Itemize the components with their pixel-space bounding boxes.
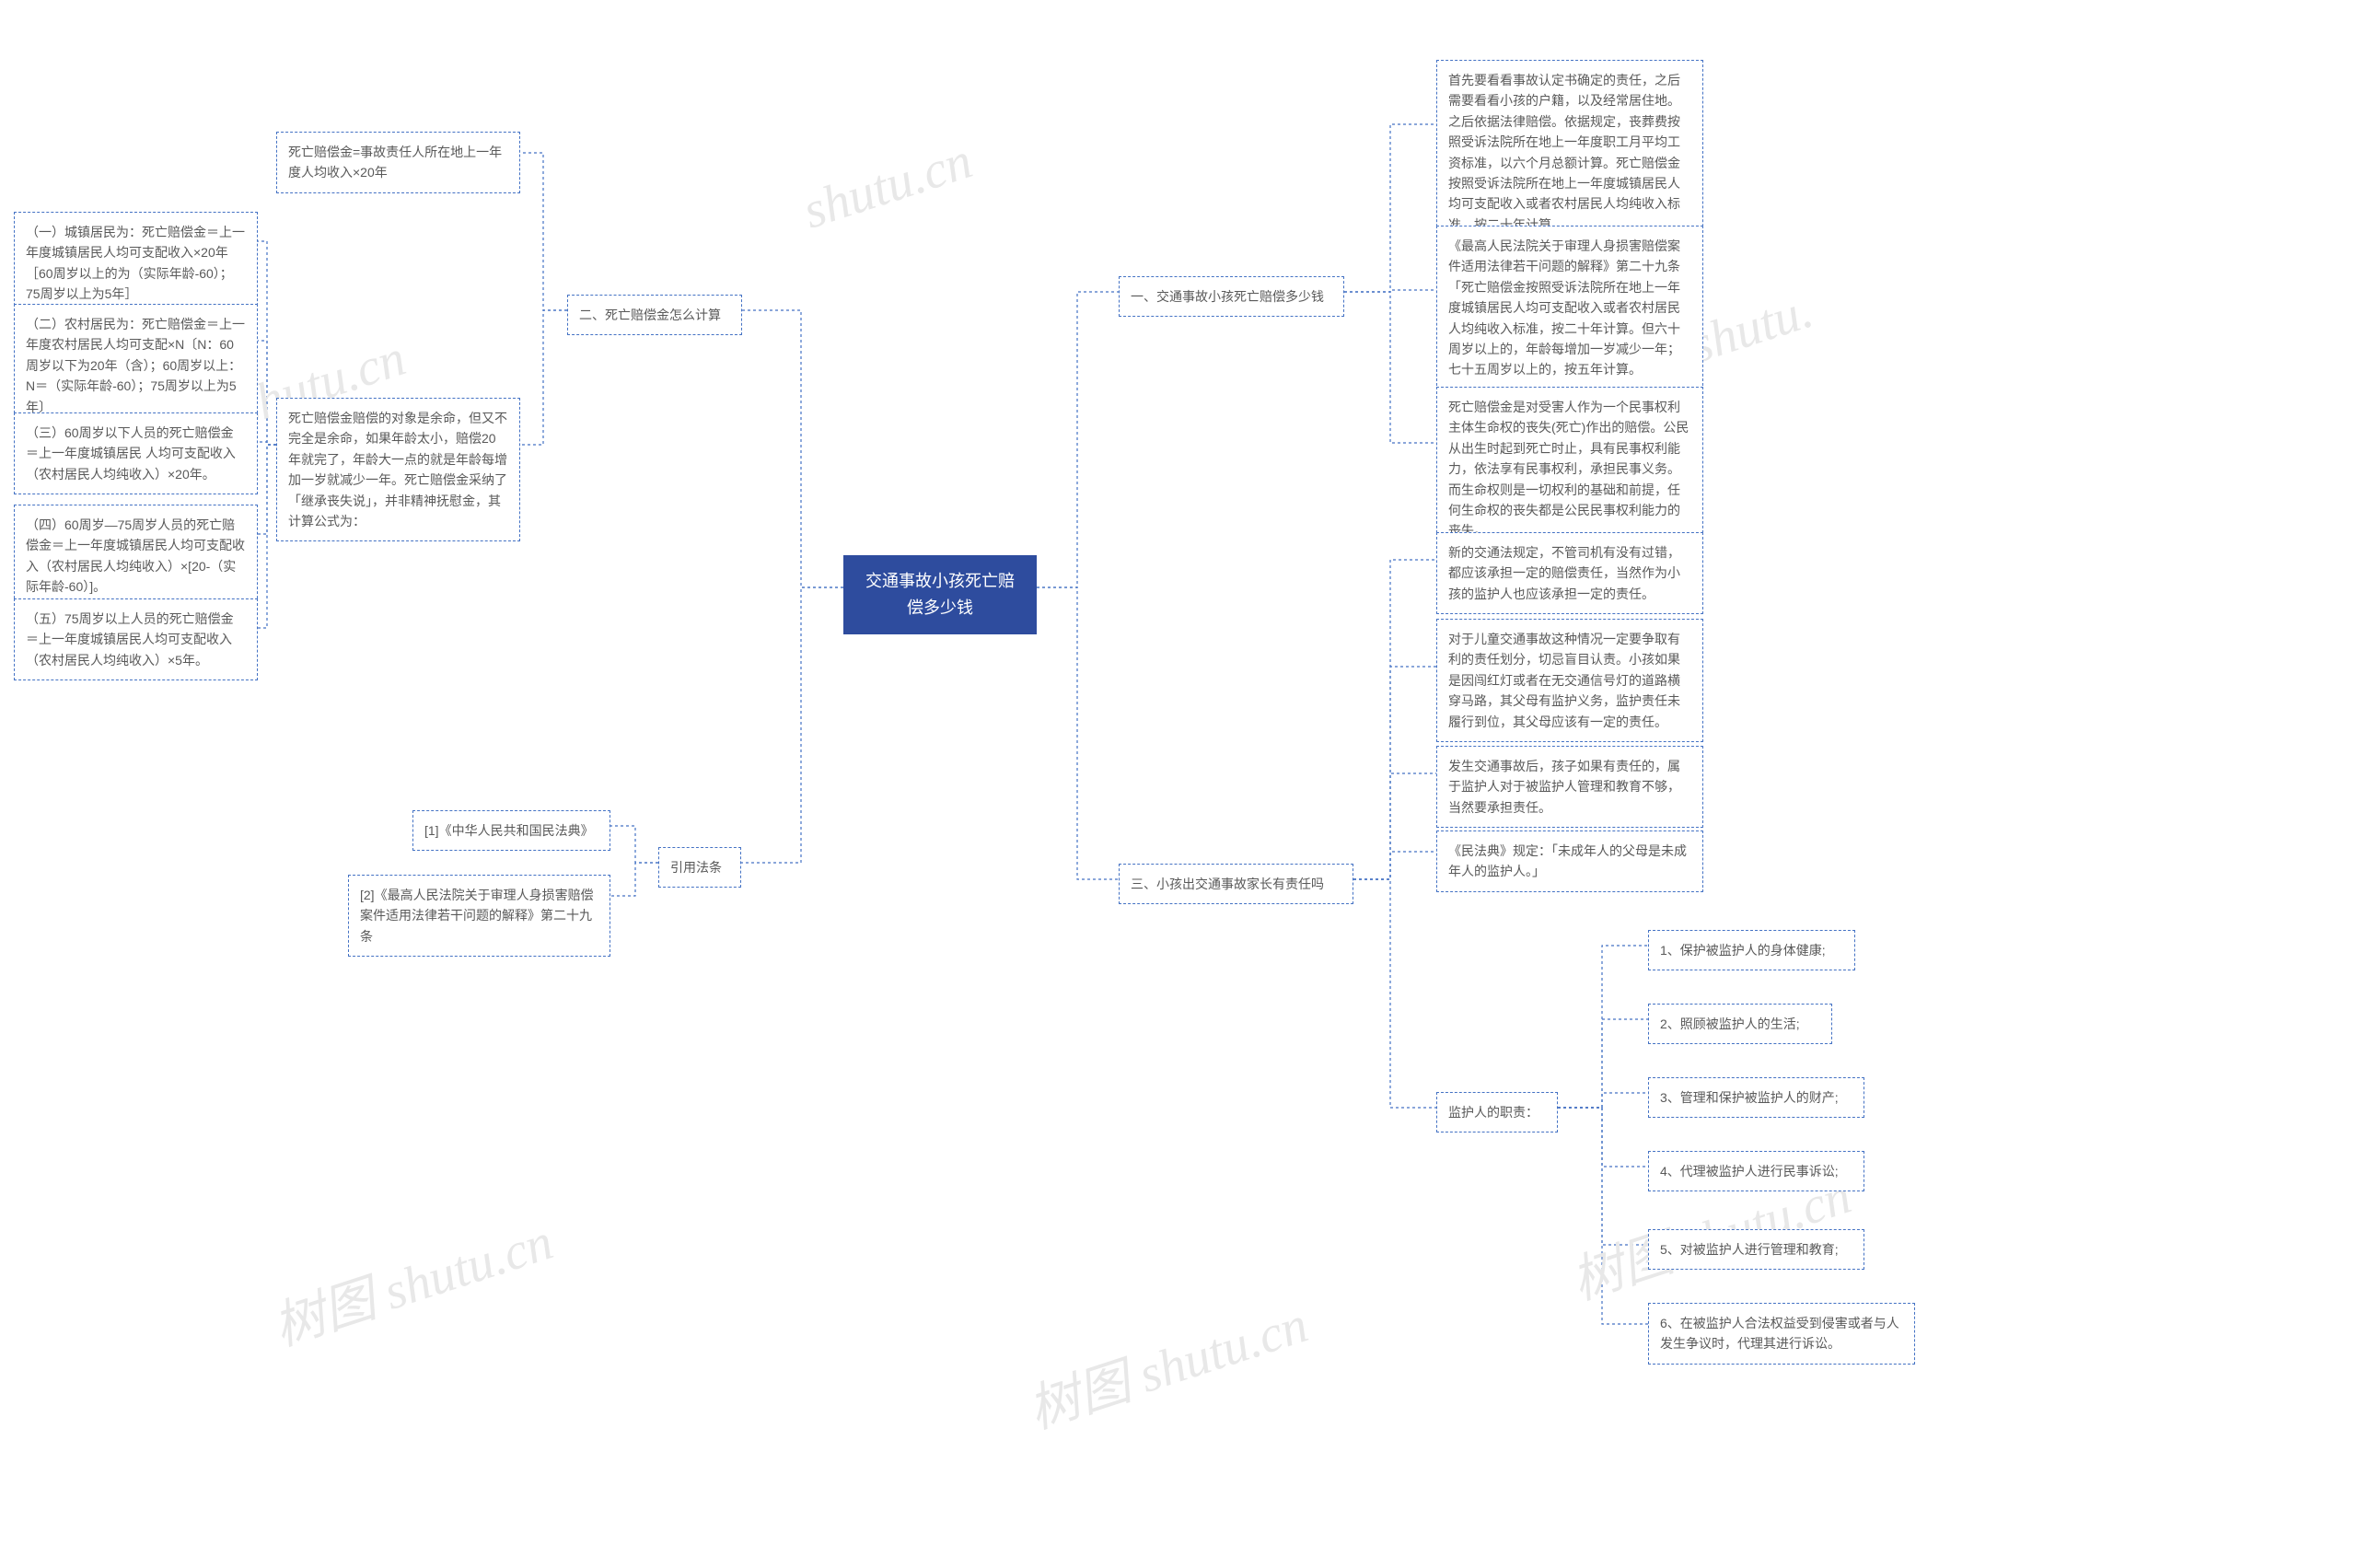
branch-node[interactable]: 一、交通事故小孩死亡赔偿多少钱 (1119, 276, 1344, 317)
leaf-node[interactable]: （三）60周岁以下人员的死亡赔偿金＝上一年度城镇居民 人均可支配收入（农村居民人… (14, 412, 258, 494)
leaf-node[interactable]: （一）城镇居民为：死亡赔偿金＝上一年度城镇居民人均可支配收入×20年［60周岁以… (14, 212, 258, 315)
branch-node[interactable]: 三、小孩出交通事故家长有责任吗 (1119, 864, 1353, 904)
leaf-node[interactable]: [1]《中华人民共和国民法典》 (412, 810, 610, 851)
watermark: shutu.cn (796, 131, 980, 240)
leaf-node[interactable]: 首先要看看事故认定书确定的责任，之后需要看看小孩的户籍，以及经常居住地。之后依据… (1436, 60, 1703, 245)
leaf-node[interactable]: 4、代理被监护人进行民事诉讼; (1648, 1151, 1864, 1191)
leaf-node[interactable]: 6、在被监护人合法权益受到侵害或者与人发生争议时，代理其进行诉讼。 (1648, 1303, 1915, 1365)
leaf-node[interactable]: 死亡赔偿金是对受害人作为一个民事权利主体生命权的丧失(死亡)作出的赔偿。公民从出… (1436, 387, 1703, 552)
leaf-node[interactable]: 对于儿童交通事故这种情况一定要争取有利的责任划分，切忌盲目认责。小孩如果是因闯红… (1436, 619, 1703, 742)
branch-node[interactable]: 引用法条 (658, 847, 741, 888)
mindmap-canvas: 树图 shutu.cn shutu.cn 树图 shutu. 树图 shutu.… (0, 0, 2357, 1568)
leaf-node[interactable]: 新的交通法规定，不管司机有没有过错，都应该承担一定的赔偿责任，当然作为小孩的监护… (1436, 532, 1703, 614)
leaf-node[interactable]: （二）农村居民为：死亡赔偿金＝上一年度农村居民人均可支配×N〔N：60周岁以下为… (14, 304, 258, 427)
leaf-node[interactable]: 2、照顾被监护人的生活; (1648, 1004, 1832, 1044)
root-node[interactable]: 交通事故小孩死亡赔偿多少钱 (843, 555, 1037, 634)
watermark: 树图 shutu.cn (262, 1200, 561, 1360)
leaf-node[interactable]: [2]《最高人民法院关于审理人身损害赔偿案件适用法律若干问题的解释》第二十九条 (348, 875, 610, 957)
leaf-node[interactable]: 死亡赔偿金=事故责任人所在地上一年度人均收入×20年 (276, 132, 520, 193)
connector-layer (0, 0, 2357, 1568)
leaf-node[interactable]: 1、保护被监护人的身体健康; (1648, 930, 1855, 970)
branch-node[interactable]: 死亡赔偿金赔偿的对象是余命，但又不完全是余命，如果年龄太小，赔偿20年就完了，年… (276, 398, 520, 541)
leaf-node[interactable]: 发生交通事故后，孩子如果有责任的，属于监护人对于被监护人管理和教育不够，当然要承… (1436, 746, 1703, 828)
watermark: 树图 shutu.cn (1017, 1283, 1316, 1443)
branch-node[interactable]: 二、死亡赔偿金怎么计算 (567, 295, 742, 335)
leaf-node[interactable]: 3、管理和保护被监护人的财产; (1648, 1077, 1864, 1118)
branch-node[interactable]: 监护人的职责： (1436, 1092, 1558, 1132)
leaf-node[interactable]: （五）75周岁以上人员的死亡赔偿金＝上一年度城镇居民人均可支配收入（农村居民人均… (14, 598, 258, 680)
leaf-node[interactable]: 《民法典》规定：「未成年人的父母是未成年人的监护人。」 (1436, 830, 1703, 892)
leaf-node[interactable]: 5、对被监护人进行管理和教育; (1648, 1229, 1864, 1270)
leaf-node[interactable]: （四）60周岁—75周岁人员的死亡赔偿金＝上一年度城镇居民人均可支配收入（农村居… (14, 505, 258, 608)
leaf-node[interactable]: 《最高人民法院关于审理人身损害赔偿案件适用法律若干问题的解释》第二十九条「死亡赔… (1436, 226, 1703, 390)
